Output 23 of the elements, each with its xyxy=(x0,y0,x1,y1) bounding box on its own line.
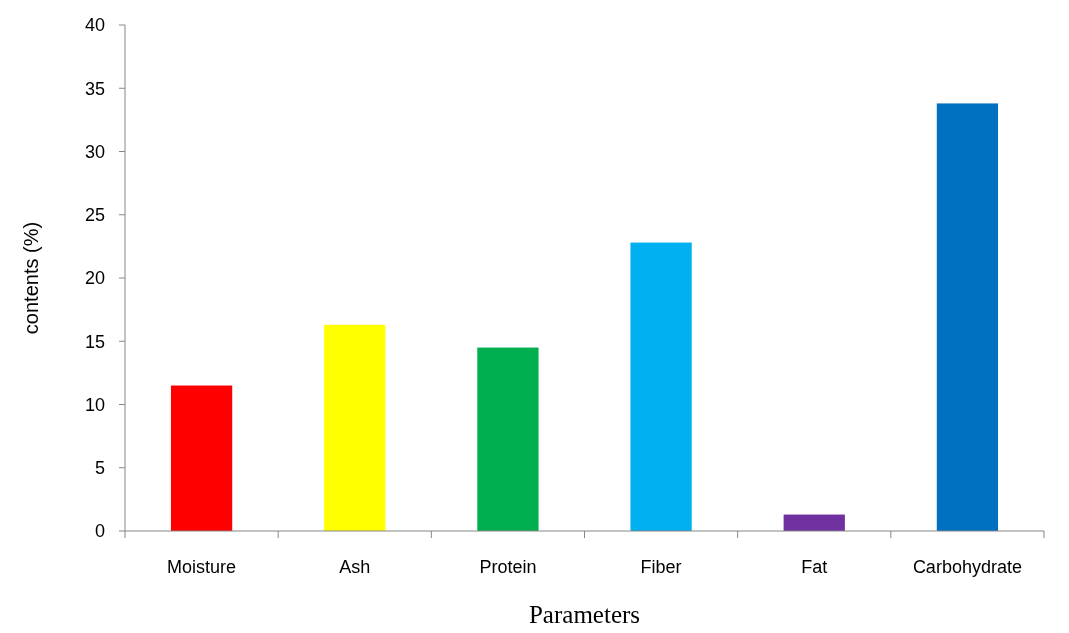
y-tick-label: 35 xyxy=(84,78,105,99)
y-tick-label: 10 xyxy=(84,394,105,415)
y-tick-label: 25 xyxy=(84,205,105,226)
y-tick-label: 15 xyxy=(84,331,105,352)
y-tick-label: 40 xyxy=(84,15,105,36)
bar xyxy=(783,514,845,531)
y-tick-label: 30 xyxy=(84,141,105,162)
x-tick-label: Fiber xyxy=(640,557,682,577)
bar xyxy=(936,103,999,531)
bar xyxy=(324,324,386,531)
x-tick-label: Carbohydrate xyxy=(912,557,1022,577)
bar xyxy=(630,242,692,531)
x-tick-label: Fat xyxy=(801,557,828,577)
y-axis-title: contents (%) xyxy=(20,221,42,335)
bar xyxy=(477,347,539,531)
y-tick-label: 5 xyxy=(94,458,105,479)
x-axis-title: Parameters xyxy=(528,601,641,628)
x-tick-label: Protein xyxy=(479,557,537,577)
x-tick-label: Moisture xyxy=(167,557,237,577)
x-tick-label: Ash xyxy=(339,557,371,577)
y-tick-label: 0 xyxy=(94,521,105,542)
y-tick-label: 20 xyxy=(84,268,105,289)
bar xyxy=(170,385,233,531)
